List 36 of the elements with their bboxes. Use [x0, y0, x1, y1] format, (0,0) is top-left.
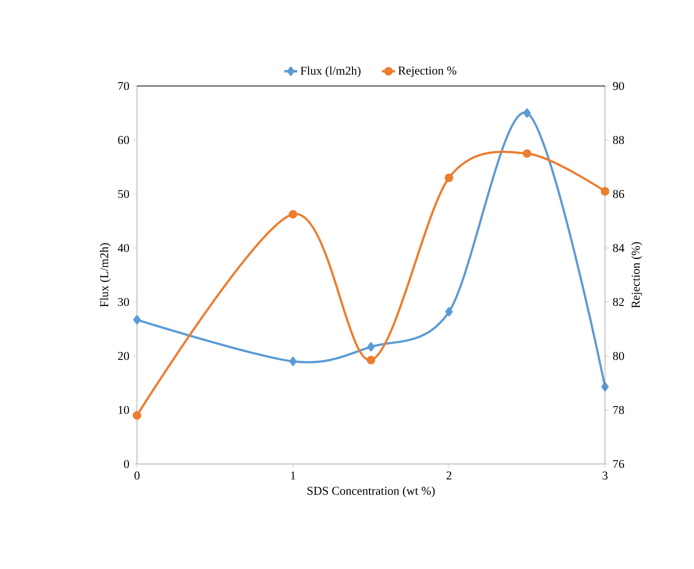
x-axis-title: SDS Concentration (wt %)	[308, 486, 435, 498]
y-tick-label: 50	[118, 190, 130, 198]
y-tick-label: 0	[124, 460, 130, 468]
y2-tick-label: 80	[612, 352, 624, 360]
y-tick-label: 70	[118, 82, 130, 90]
x-tick-label: 1	[291, 472, 296, 480]
legend-label: Rejection %	[398, 66, 456, 78]
y2-axis-title: Rejection (%)	[631, 242, 642, 308]
point	[444, 174, 454, 182]
x-tick-label: 0	[134, 472, 140, 480]
y2-tick-label: 82	[612, 298, 624, 306]
y-tick-label: 10	[118, 406, 130, 414]
point	[132, 411, 142, 420]
point	[522, 149, 532, 158]
point	[289, 356, 297, 366]
x-tick-label: 3	[602, 472, 608, 480]
point	[288, 210, 298, 219]
x-tick-label: 2	[446, 472, 452, 480]
y2-tick-label: 76	[613, 460, 624, 468]
y2-tick-label: 84	[612, 244, 624, 252]
y2-tick-label: 78	[613, 406, 624, 414]
point	[445, 307, 453, 316]
y-tick-label: 60	[118, 136, 130, 144]
y2-tick-label: 90	[612, 82, 624, 90]
point	[367, 342, 375, 352]
y-tick-label: 30	[118, 298, 130, 306]
y-tick-label: 20	[118, 352, 130, 360]
point	[133, 315, 141, 324]
y-tick-label: 40	[118, 244, 130, 252]
y-axis-title: Flux (L/m2h)	[100, 243, 111, 308]
point	[600, 187, 610, 196]
legend-label: Flux (l/m2h)	[300, 66, 360, 78]
y2-tick-label: 88	[612, 136, 624, 144]
point	[366, 356, 376, 364]
point	[523, 108, 531, 118]
y2-tick-label: 86	[612, 190, 624, 198]
